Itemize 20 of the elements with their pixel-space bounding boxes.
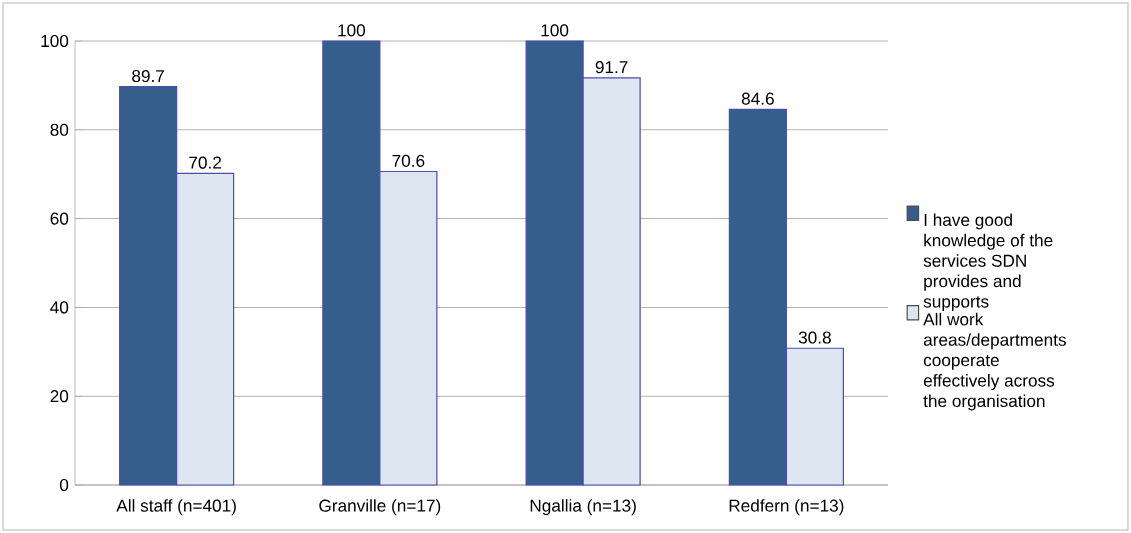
data-label: 84.6 <box>741 92 774 105</box>
y-tick-label: 40 <box>50 301 69 314</box>
data-label: 70.2 <box>189 156 221 169</box>
legend-label: All work areas/departments cooperate effectively across the organisation <box>923 312 1066 411</box>
x-tick-label: Granville (n=17) <box>319 499 441 516</box>
data-label: 100 <box>541 24 569 37</box>
data-label: 100 <box>338 24 366 37</box>
x-tick-label: All staff (n=401) <box>116 499 236 516</box>
y-tick-label: 60 <box>50 212 69 225</box>
y-tick-label: 20 <box>50 390 69 403</box>
y-tick-label: 80 <box>50 123 69 136</box>
x-tick-label: Ngallia (n=13) <box>530 499 636 516</box>
data-label: 89.7 <box>132 69 164 83</box>
data-label: 70.6 <box>392 154 425 167</box>
legend-label: I have good knowledge of the services SDN provides and supports <box>923 213 1053 312</box>
x-tick-label: Redfern (n=13) <box>729 499 844 516</box>
y-tick-label: 100 <box>41 34 69 48</box>
data-label: 30.8 <box>798 331 831 344</box>
y-tick-label: 0 <box>59 478 69 492</box>
data-label: 91.7 <box>595 61 628 74</box>
